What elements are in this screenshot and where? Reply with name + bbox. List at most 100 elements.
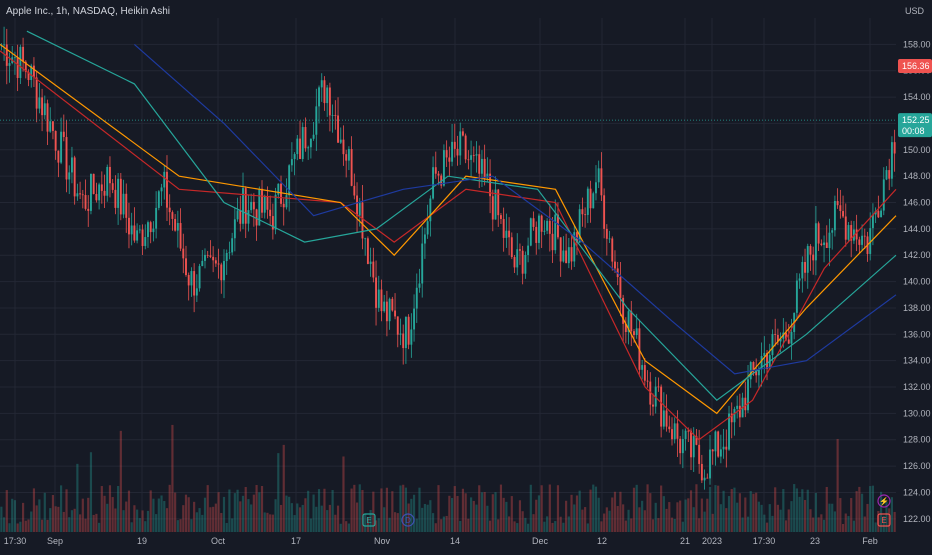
- candle-body: [280, 183, 282, 204]
- candle-body: [263, 196, 266, 213]
- y-tick-label: 154.00: [903, 92, 931, 102]
- volume-bar: [157, 498, 160, 532]
- volume-bar: [613, 491, 617, 532]
- candle-body: [76, 193, 79, 197]
- volume-bar: [562, 522, 565, 532]
- volume-bar: [757, 501, 760, 532]
- candle-body: [432, 167, 435, 199]
- volume-bar: [488, 520, 492, 532]
- volume-bar: [247, 499, 250, 532]
- earnings-icon[interactable]: E: [877, 513, 891, 527]
- candle-body: [100, 184, 103, 191]
- currency-label[interactable]: USD: [904, 6, 924, 16]
- volume-bar: [727, 496, 731, 532]
- lightning-icon[interactable]: ⚡: [877, 494, 891, 508]
- volume-bar: [117, 486, 120, 532]
- candle-body: [24, 61, 27, 72]
- candle-body: [842, 211, 845, 217]
- volume-bar: [125, 501, 128, 532]
- candle-body: [882, 179, 885, 211]
- candle-body: [760, 356, 763, 369]
- candle-body: [806, 246, 809, 273]
- candle-body: [282, 203, 285, 208]
- candle-body: [814, 223, 817, 261]
- earnings-icon[interactable]: E: [362, 513, 376, 527]
- candle-body: [730, 413, 733, 423]
- candle-body: [380, 289, 383, 312]
- x-tick-label: 12: [597, 536, 607, 546]
- volume-bar: [236, 489, 239, 532]
- candle-body: [668, 426, 671, 430]
- candle-body: [804, 262, 806, 273]
- volume-bar: [890, 497, 894, 532]
- candle-body: [163, 171, 166, 188]
- volume-bar: [168, 484, 171, 532]
- volume-bar: [673, 519, 676, 532]
- candle-body: [372, 261, 375, 278]
- volume-bar: [548, 484, 551, 532]
- event-markers[interactable]: E D ⚡ E: [362, 494, 891, 527]
- candle-body: [557, 214, 559, 238]
- last-price-label: 152.25: [902, 115, 930, 125]
- volume-bar: [768, 504, 771, 532]
- volume-bar: [138, 518, 141, 532]
- candle-body: [527, 245, 530, 256]
- candle-body: [43, 103, 46, 116]
- volume-bar: [472, 500, 475, 532]
- candle-body: [147, 222, 149, 238]
- x-axis[interactable]: 17:30 Sep 19 Oct 17 Nov 14 Dec 12 21 2023 17:30 23 Fe…: [4, 536, 878, 546]
- candle-body: [87, 208, 90, 211]
- volume-bar: [146, 510, 150, 532]
- volume-bar: [831, 503, 834, 532]
- volume-bar: [212, 506, 215, 532]
- interval[interactable]: 1h: [50, 6, 67, 17]
- candle-body: [817, 223, 820, 244]
- candle-body: [763, 352, 766, 357]
- y-tick-label: 122.00: [903, 514, 931, 524]
- volume-bar: [431, 513, 435, 532]
- chart-header[interactable]: Apple Inc.1hNASDAQHeikin Ashi: [6, 6, 170, 17]
- volume-bar: [643, 510, 646, 532]
- volume-bar: [5, 490, 8, 532]
- volume-bar: [274, 499, 277, 532]
- volume-bar: [665, 508, 668, 532]
- candle-body: [576, 232, 578, 243]
- candle-body: [377, 289, 380, 308]
- candle-body: [353, 185, 356, 196]
- volume-bar: [282, 444, 285, 532]
- volume-bar: [21, 502, 25, 532]
- volume-bar: [54, 506, 57, 532]
- volume-bar: [19, 521, 22, 532]
- volume-bar: [518, 500, 522, 532]
- candle-body: [451, 141, 454, 162]
- chart-style[interactable]: Heikin Ashi: [115, 6, 170, 17]
- candle-body: [470, 155, 473, 160]
- candle-body: [122, 193, 125, 215]
- volume-bar: [635, 484, 638, 532]
- volume-bar: [65, 489, 68, 532]
- volume-bar: [203, 497, 207, 532]
- volume-bar: [95, 513, 98, 532]
- volume-bar: [182, 505, 185, 532]
- volume-bar: [114, 508, 117, 532]
- candle-body: [252, 201, 255, 210]
- candle-body: [738, 405, 741, 418]
- volume-bar: [160, 495, 163, 532]
- candle-body: [679, 438, 682, 454]
- volume-bar: [703, 511, 706, 532]
- candle-body: [755, 370, 758, 376]
- candle-body: [521, 250, 524, 274]
- volume-bar: [260, 485, 264, 532]
- candle-body: [176, 223, 179, 231]
- x-tick-label: 2023: [702, 536, 722, 546]
- candle-body: [323, 80, 326, 104]
- dividend-icon[interactable]: D: [401, 513, 415, 527]
- volume-bar: [347, 523, 350, 532]
- candle-body: [619, 277, 622, 298]
- volume-bar: [437, 485, 440, 532]
- volume-bar: [307, 490, 310, 532]
- volume-bar: [616, 506, 619, 532]
- countdown-label: 00:08: [902, 126, 925, 136]
